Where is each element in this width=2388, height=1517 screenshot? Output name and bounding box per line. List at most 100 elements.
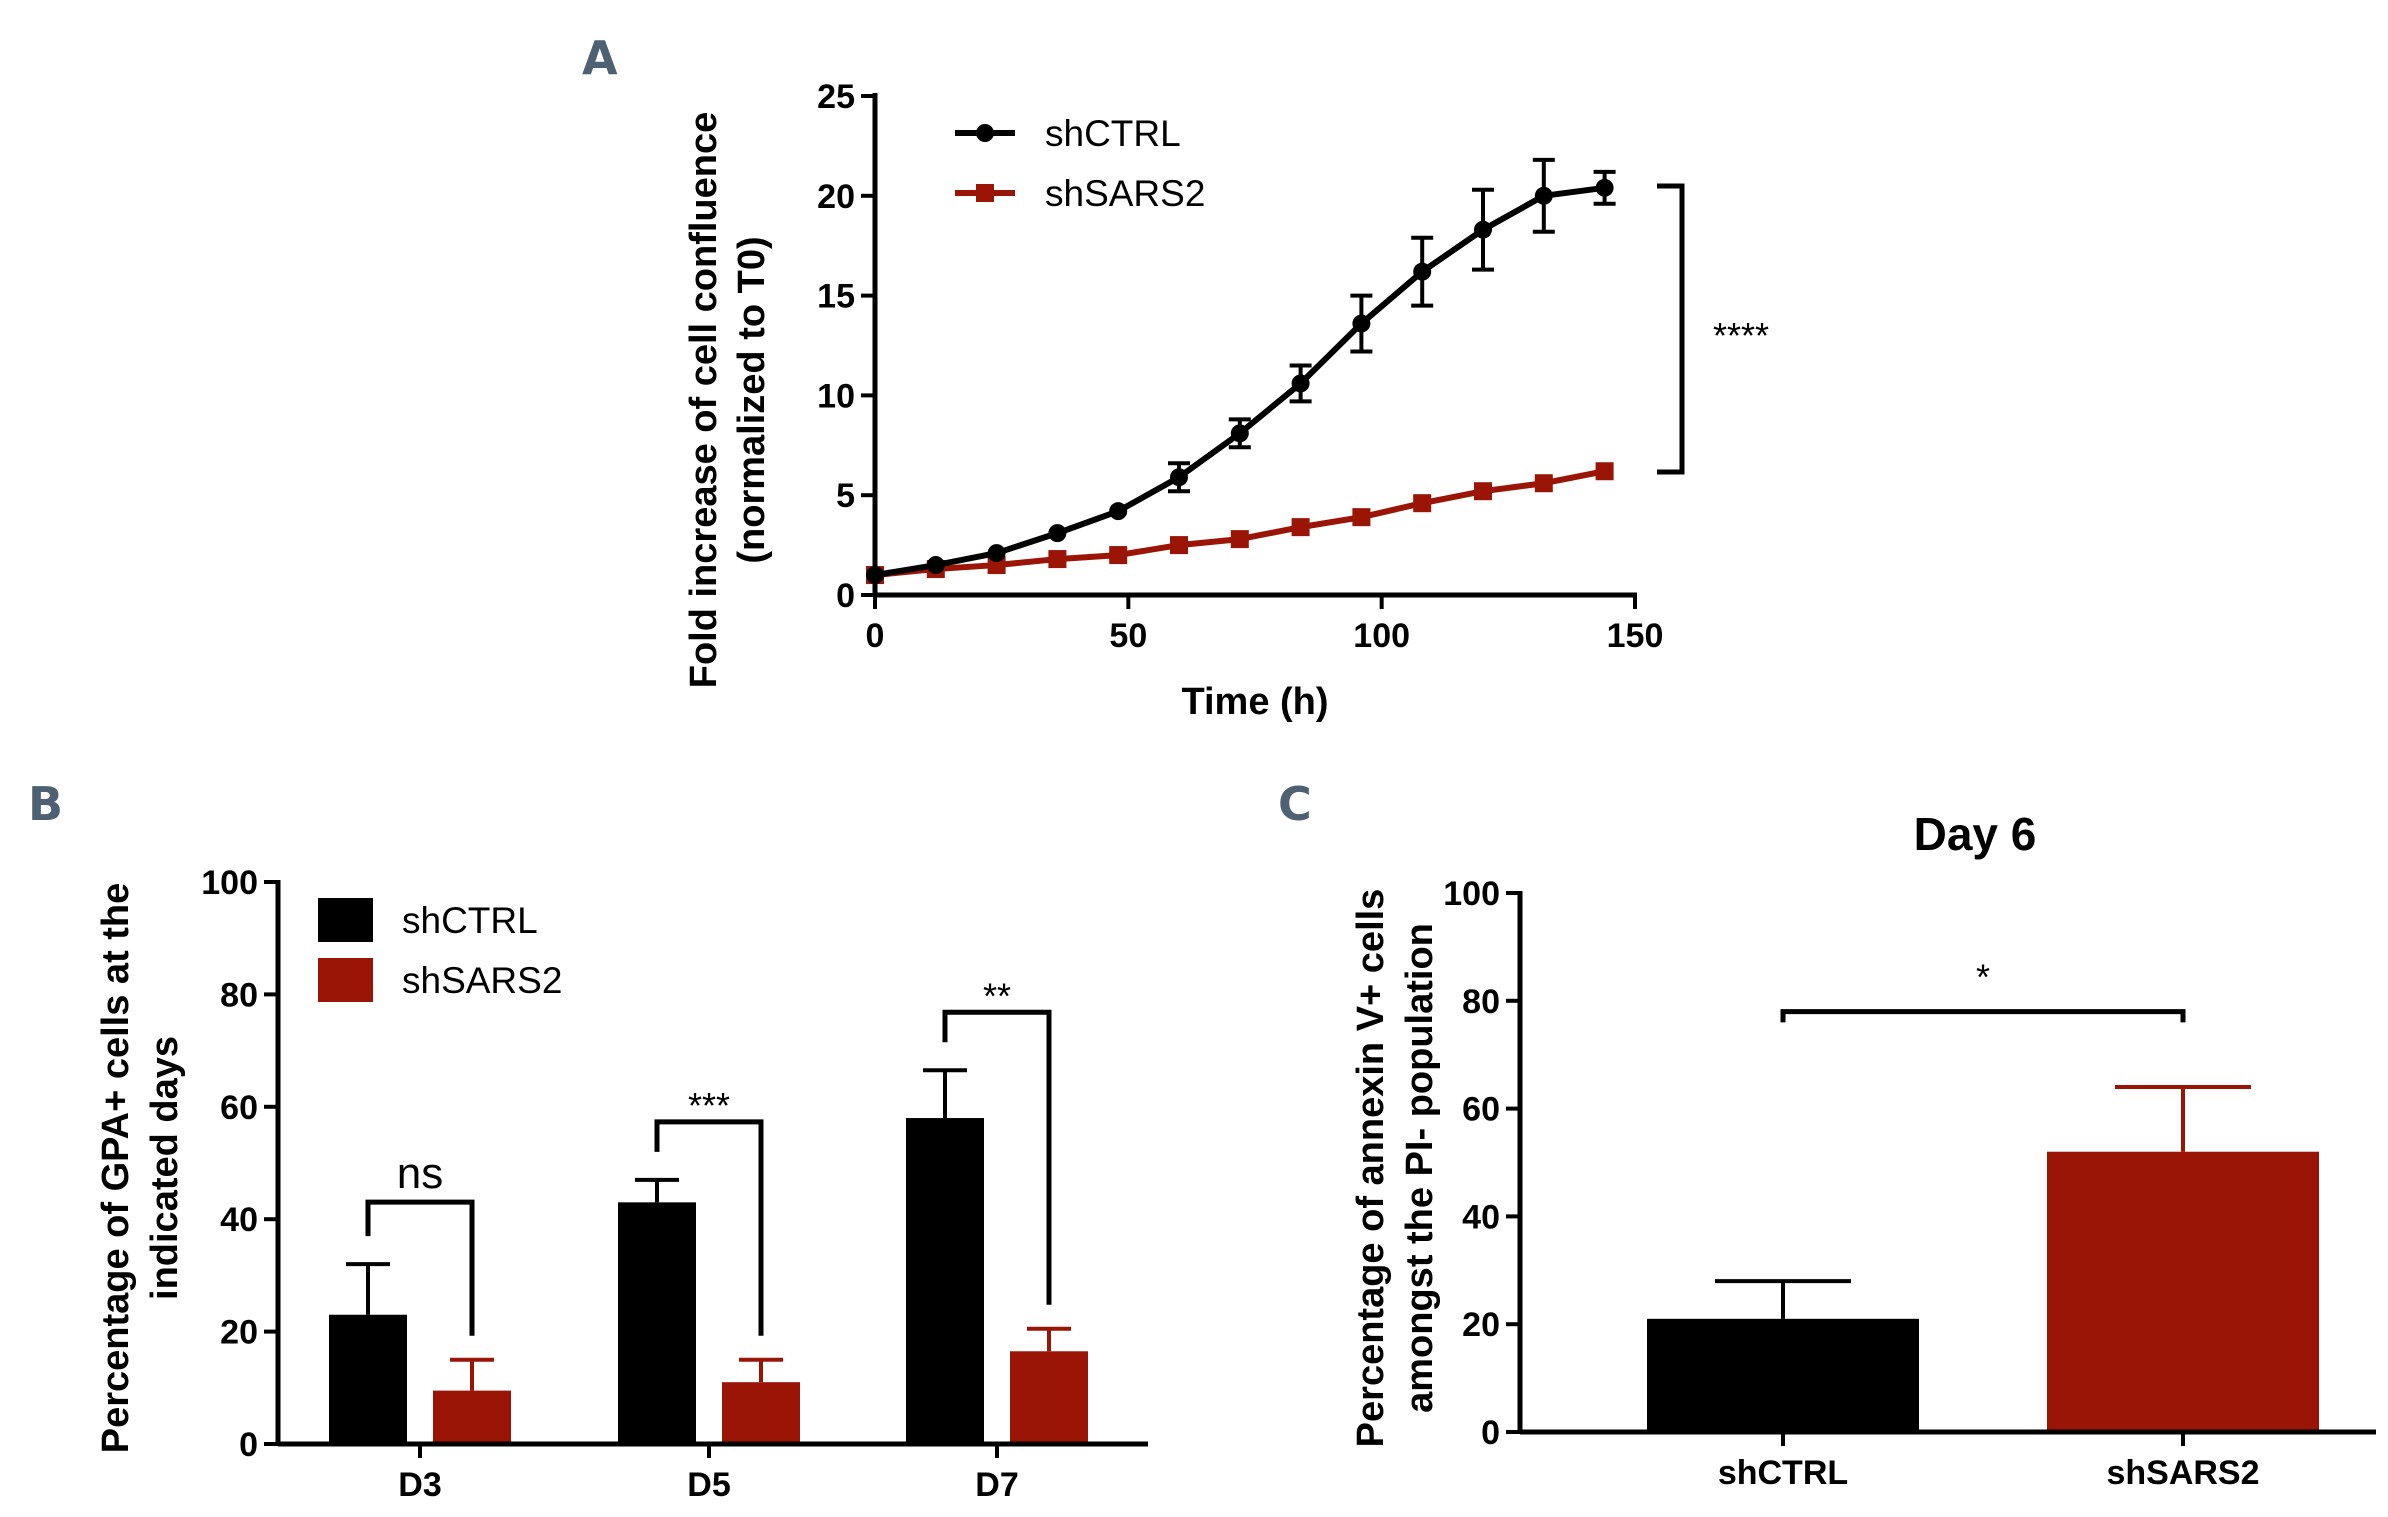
panel-a-letter: A [582,31,618,85]
series-line-shctrl [874,184,1605,579]
bar-d7-shctrl [906,1118,984,1444]
panel-c-bar-chart: C Day 6 0 20 40 60 80 100 shCTRL shSARS2 * Per… [1278,777,2376,1492]
y-tick-label: 40 [220,1201,258,1239]
x-tick-label: 150 [1607,617,1664,655]
significance-bracket [654,1119,764,1336]
panel-a-y-ticks: 0 5 10 15 20 25 [817,78,875,615]
panel-b-letter: B [28,777,63,831]
series-line-shsars2 [874,468,1606,579]
significance-label: * [1976,957,1990,998]
panel-a-y-title-line-2: (normalized to T0) [731,236,773,563]
data-point-shctrl [1352,314,1371,333]
panel-c-y-title-line-2: amongst the PI- population [1399,923,1441,1413]
x-tick-label: 0 [866,617,885,655]
y-tick-label: 80 [1462,983,1500,1021]
x-tick-label: shCTRL [1718,1454,1848,1492]
y-tick-label: 80 [220,976,258,1014]
panel-a-line-chart: A 0 5 10 15 20 25 0 50 100 150 Time (h) Fold inc… [582,31,1769,723]
significance-bracket [365,1199,475,1336]
x-tick-label: D5 [687,1466,730,1504]
significance-bracket [1780,1009,2186,1023]
x-tick-label: 100 [1353,617,1410,655]
y-tick-label: 0 [239,1426,258,1464]
bar-d5-shctrl [618,1202,696,1444]
panel-a-x-ticks: 0 50 100 150 [866,595,1664,655]
legend-marker-shsars2 [976,184,994,202]
y-tick-label: 25 [817,78,855,116]
y-tick-label: 60 [1462,1091,1500,1129]
panel-c-x-ticks: shCTRL shSARS2 [1718,1432,2260,1492]
panel-b-y-axis-title: Percentage of GPA+ cells at the indicate… [95,883,186,1454]
panel-a-y-axis-title: Fold increase of cell confluence (normal… [683,112,773,689]
bar-shsars2 [2047,1151,2319,1432]
panel-b-y-title-line-1: Percentage of GPA+ cells at the [95,883,137,1454]
y-tick-label: 100 [1443,875,1500,913]
bar-shctrl [1647,1318,1919,1432]
x-tick-label: 50 [1109,617,1147,655]
panel-b-significance: ns***** [365,975,1052,1336]
panel-a-series [866,157,1616,585]
data-point-shsars2 [1170,536,1188,555]
legend-swatch-shsars2 [318,958,373,1002]
panel-c-bars [1647,1085,2319,1432]
panel-b-x-ticks: D3 D5 D7 [398,1444,1019,1504]
data-point-shsars2 [1109,546,1128,565]
y-tick-label: 100 [201,864,258,902]
panel-a-legend: shCTRL shSARS2 [955,113,1205,214]
panel-a-significance-bracket [1657,183,1685,475]
panel-b-bars [329,1068,1088,1444]
significance-label: ns [397,1149,443,1198]
data-point-shsars2 [1291,518,1310,537]
legend-label-shsars2: shSARS2 [1045,173,1205,214]
panel-b-legend: shCTRL shSARS2 [318,898,562,1002]
y-tick-label: 0 [836,577,855,615]
data-point-shctrl [866,566,884,585]
y-tick-label: 20 [220,1314,258,1352]
panel-b-axes [275,880,1148,1447]
panel-a-significance-label: **** [1713,315,1769,356]
significance-label: *** [688,1085,730,1126]
bar-d7-shsars2 [1010,1351,1088,1444]
y-tick-label: 10 [817,377,855,415]
significance-bracket [942,1009,1052,1305]
y-tick-label: 60 [220,1089,258,1127]
y-tick-label: 20 [1462,1306,1500,1344]
data-point-shctrl [1109,502,1128,521]
x-tick-label: D7 [975,1466,1018,1504]
data-point-shctrl [987,544,1006,563]
data-point-shctrl [1534,186,1553,205]
panel-b-y-ticks: 0 20 40 60 80 100 [201,864,278,1464]
data-point-shctrl [1048,524,1067,543]
panel-c-title: Day 6 [1914,808,2037,860]
legend-swatch-shctrl [318,898,373,942]
legend-marker-shctrl [976,124,994,142]
bar-d5-shsars2 [722,1382,800,1444]
y-tick-label: 5 [836,477,855,515]
data-point-shsars2 [1534,474,1553,493]
data-point-shsars2 [1595,462,1614,481]
panel-c-axes [1517,891,2376,1435]
x-tick-label: D3 [398,1466,441,1504]
data-point-shctrl [1474,220,1492,239]
panel-c-y-axis-title: Percentage of annexin V+ cells amongst t… [1350,889,1441,1448]
data-point-shsars2 [1474,482,1492,501]
data-point-shctrl [1170,468,1188,487]
series-shctrl [866,157,1616,585]
legend-label-shctrl: shCTRL [402,900,538,941]
legend-label-shsars2: shSARS2 [402,960,562,1001]
series-shsars2 [866,462,1614,585]
data-point-shsars2 [1413,494,1432,513]
panel-a-axes [872,93,1637,598]
data-point-shctrl [1230,424,1249,443]
y-tick-label: 20 [817,178,855,216]
panel-c-letter: C [1278,777,1312,831]
significance-label: ** [983,975,1011,1016]
data-point-shsars2 [1352,508,1371,527]
data-point-shsars2 [1230,530,1249,549]
bar-d3-shctrl [329,1314,407,1444]
y-tick-label: 15 [817,278,855,316]
panel-c-significance: * [1780,957,2186,1023]
